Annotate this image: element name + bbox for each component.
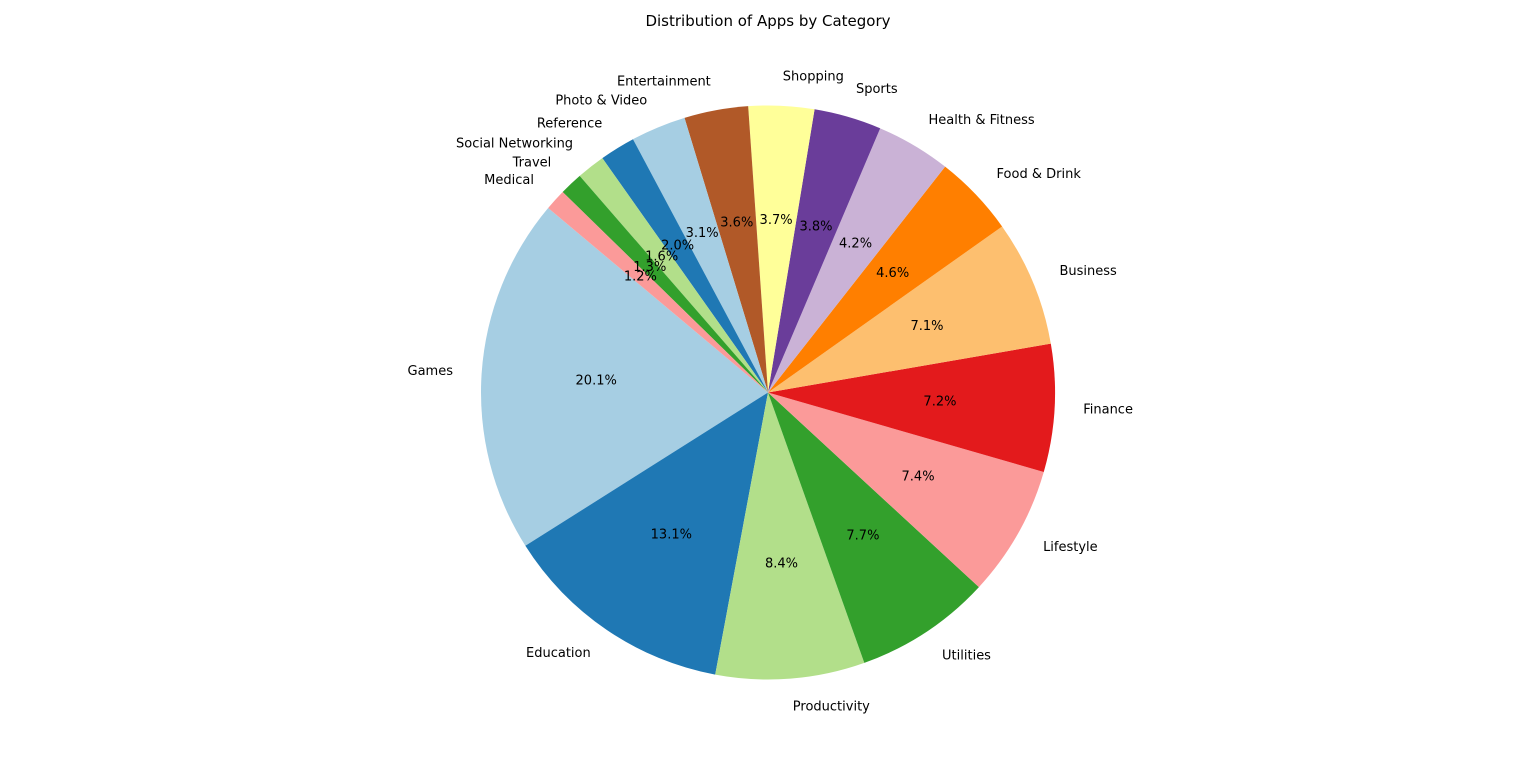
pie-slice-entertainment — [684, 106, 768, 393]
percent-label-business: 7.1% — [910, 319, 943, 334]
percent-labels: 20.1% 13.1% 8.4% 7.7% 7.4% 7.2% 7.1% 4.6% 4.2% 3.… — [576, 213, 957, 572]
category-label-food-and-drink: Food & Drink — [997, 167, 1082, 182]
pie-slice-photo-and-video — [632, 117, 768, 393]
percent-label-medical: 1.2% — [624, 269, 657, 284]
percent-label-sports: 3.8% — [799, 220, 832, 235]
category-label-travel: Travel — [512, 155, 552, 170]
percent-label-entertainment: 3.6% — [720, 216, 753, 231]
category-label-sports: Sports — [856, 82, 898, 97]
pie-slice-travel — [562, 175, 768, 393]
pie-slice-reference — [602, 139, 768, 393]
pie-slice-shopping — [748, 105, 815, 393]
pie-slice-health-and-fitness — [768, 128, 946, 393]
category-label-medical: Medical — [484, 173, 534, 188]
category-label-utilities: Utilities — [942, 648, 991, 663]
percent-label-reference: 2.0% — [661, 238, 694, 253]
pie-slice-lifestyle — [768, 392, 1044, 588]
pie-slice-social-networking — [579, 158, 768, 393]
pie-slice-education — [525, 392, 768, 675]
percent-label-lifestyle: 7.4% — [902, 470, 935, 485]
category-label-business: Business — [1060, 264, 1118, 279]
pie-slice-medical — [548, 191, 768, 393]
category-label-lifestyle: Lifestyle — [1043, 540, 1098, 555]
category-label-productivity: Productivity — [793, 700, 870, 715]
category-label-photo-and-video: Photo & Video — [555, 93, 647, 108]
pie-slice-finance — [768, 343, 1055, 473]
chart-title: Distribution of Apps by Category — [645, 12, 890, 30]
percent-label-finance: 7.2% — [923, 394, 956, 409]
category-label-social-networking: Social Networking — [456, 137, 573, 152]
category-labels: Games Education Productivity Utilities Lifes… — [408, 70, 1133, 715]
percent-label-social-networking: 1.6% — [645, 250, 678, 265]
pie-slice-food-and-drink — [768, 166, 1003, 393]
pie-slice-sports — [768, 109, 881, 393]
pie-slices — [481, 105, 1055, 680]
category-label-entertainment: Entertainment — [617, 75, 711, 90]
category-label-health-and-fitness: Health & Fitness — [929, 113, 1035, 128]
category-label-finance: Finance — [1083, 402, 1133, 417]
percent-label-photo-and-video: 3.1% — [686, 226, 719, 241]
category-label-education: Education — [526, 646, 591, 661]
pie-slice-utilities — [768, 392, 979, 663]
percent-label-productivity: 8.4% — [765, 557, 798, 572]
pie-slice-productivity — [715, 392, 865, 680]
percent-label-shopping: 3.7% — [760, 213, 793, 228]
percent-label-utilities: 7.7% — [846, 529, 879, 544]
percent-label-games: 20.1% — [576, 373, 617, 388]
category-label-games: Games — [408, 364, 454, 379]
pie-slice-games — [481, 208, 768, 546]
category-label-reference: Reference — [537, 116, 602, 131]
pie-slice-business — [768, 226, 1051, 393]
category-label-shopping: Shopping — [783, 70, 844, 85]
percent-label-travel: 1.3% — [633, 260, 666, 275]
percent-label-education: 13.1% — [651, 527, 692, 542]
percent-label-health-and-fitness: 4.2% — [839, 237, 872, 252]
percent-label-food-and-drink: 4.6% — [876, 266, 909, 281]
